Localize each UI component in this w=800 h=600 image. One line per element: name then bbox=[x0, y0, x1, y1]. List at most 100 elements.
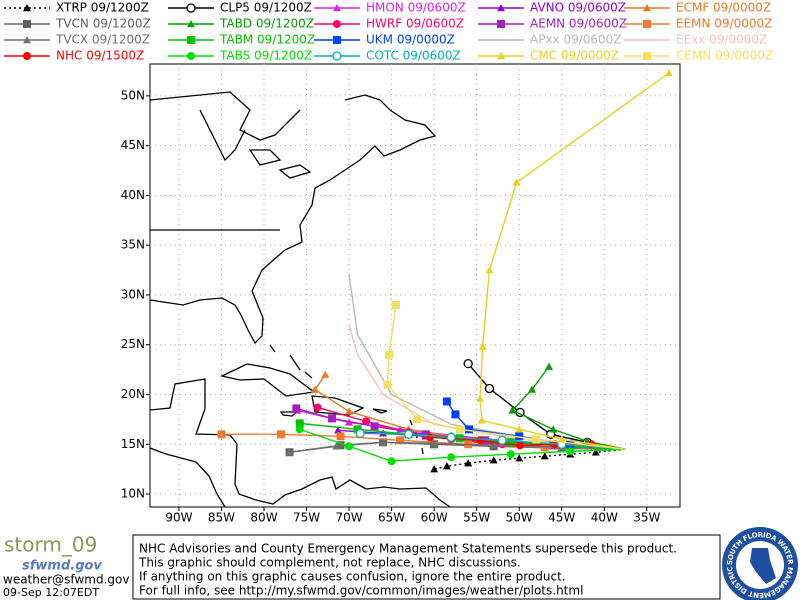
marker bbox=[446, 432, 456, 442]
marker bbox=[336, 432, 345, 441]
legend-label: EExx 09/0000Z bbox=[676, 33, 767, 47]
x-tick-label: 65W bbox=[378, 511, 405, 525]
marker bbox=[664, 68, 673, 77]
marker bbox=[506, 438, 515, 447]
marker bbox=[566, 447, 575, 456]
marker bbox=[362, 417, 371, 426]
marker bbox=[332, 442, 341, 450]
legend-label: TABS 09/1200Z bbox=[219, 49, 312, 63]
legend-label: CLP5 09/1200Z bbox=[220, 1, 312, 15]
y-tick-label: 50N bbox=[121, 88, 145, 102]
notice-line: NHC Advisories and County Emergency Mana… bbox=[139, 542, 677, 556]
legend-label: TVCX 09/1200Z bbox=[55, 33, 150, 47]
x-tick-label: 80W bbox=[250, 511, 277, 525]
marker bbox=[506, 450, 515, 459]
x-tick-label: 45W bbox=[548, 511, 575, 525]
marker bbox=[497, 435, 507, 445]
marker bbox=[465, 425, 474, 434]
coastline bbox=[150, 447, 226, 507]
coastline bbox=[150, 94, 437, 345]
marker bbox=[489, 441, 498, 449]
marker bbox=[313, 403, 322, 412]
x-tick-label: 90W bbox=[165, 511, 192, 525]
marker bbox=[370, 422, 379, 431]
marker bbox=[187, 36, 195, 44]
marker bbox=[484, 383, 495, 394]
marker bbox=[292, 404, 301, 413]
marker bbox=[413, 415, 422, 424]
y-tick-label: 25N bbox=[121, 337, 145, 351]
marker bbox=[489, 456, 498, 464]
x-tick-label: 55W bbox=[463, 511, 490, 525]
legend-label: COTC 09/0600Z bbox=[366, 49, 461, 63]
y-tick-label: 30N bbox=[121, 287, 145, 301]
x-tick-label: 75W bbox=[293, 511, 320, 525]
marker bbox=[311, 385, 320, 393]
marker bbox=[643, 4, 651, 12]
marker bbox=[463, 358, 473, 369]
legend-label: TVCN 09/1200Z bbox=[55, 17, 151, 31]
coastline bbox=[150, 378, 451, 507]
marker bbox=[396, 436, 405, 445]
marker bbox=[217, 430, 226, 439]
legend-label: EEMN 09/0000Z bbox=[676, 17, 772, 31]
marker bbox=[464, 459, 473, 467]
marker bbox=[333, 36, 341, 44]
grid: 90W 85W 80W 75W 70W 65W 60W 55W 50W 45W 40W 35W 10N 1… bbox=[121, 64, 680, 525]
x-tick-label: 50W bbox=[506, 511, 533, 525]
legend-label: XTRP 09/1200Z bbox=[56, 1, 149, 15]
marker bbox=[544, 362, 553, 370]
x-tick-label: 85W bbox=[208, 511, 235, 525]
marker bbox=[391, 300, 400, 309]
marker bbox=[549, 425, 558, 433]
marker bbox=[515, 454, 524, 462]
legend-label: HWRF 09/0600Z bbox=[366, 17, 464, 31]
marker bbox=[515, 425, 524, 433]
marker bbox=[478, 342, 487, 350]
marker bbox=[643, 20, 651, 28]
email: weather@sfwmd.gov bbox=[3, 573, 129, 587]
marker bbox=[333, 4, 341, 12]
marker bbox=[425, 433, 434, 442]
marker bbox=[23, 4, 31, 12]
marker bbox=[515, 432, 524, 441]
marker bbox=[387, 457, 396, 466]
marker bbox=[516, 441, 525, 450]
marker bbox=[295, 425, 304, 434]
marker bbox=[355, 428, 365, 438]
marker bbox=[385, 350, 394, 359]
marker bbox=[295, 419, 304, 428]
notice-line: For full info, see http://my.sfwmd.gov/c… bbox=[139, 584, 583, 598]
marker bbox=[321, 370, 330, 378]
notice-line: If anything on this graphic causes confu… bbox=[139, 570, 566, 584]
marker bbox=[332, 51, 342, 61]
y-tick-label: 15N bbox=[121, 437, 145, 451]
legend-label: TABD 09/1200Z bbox=[219, 17, 314, 31]
marker bbox=[186, 3, 196, 13]
legend-label: ECMF 09/0000Z bbox=[676, 1, 771, 15]
marker bbox=[328, 414, 337, 423]
track-line bbox=[360, 432, 626, 450]
logo: storm_09 bbox=[4, 533, 97, 557]
marker bbox=[334, 426, 343, 434]
marker bbox=[430, 439, 439, 447]
marker bbox=[527, 385, 536, 393]
y-tick-label: 20N bbox=[121, 387, 145, 401]
marker bbox=[353, 425, 362, 434]
seal-state bbox=[750, 548, 776, 584]
marker bbox=[508, 406, 517, 414]
marker bbox=[476, 436, 485, 445]
legend-label: APxx 09/0600Z bbox=[530, 33, 622, 47]
marker bbox=[379, 429, 388, 437]
marker bbox=[643, 52, 651, 60]
marker bbox=[23, 36, 31, 44]
legend-label: AEMN 09/0600Z bbox=[530, 17, 627, 31]
legend-label: HMON 09/0600Z bbox=[366, 1, 466, 15]
timestamp: 09-Sep 12:07EDT bbox=[3, 586, 99, 599]
marker bbox=[497, 20, 505, 28]
marker bbox=[277, 430, 286, 439]
marker bbox=[540, 452, 549, 460]
marker bbox=[485, 266, 494, 274]
marker bbox=[403, 429, 414, 439]
legend-label: CMC 09/0000Z bbox=[530, 49, 619, 63]
